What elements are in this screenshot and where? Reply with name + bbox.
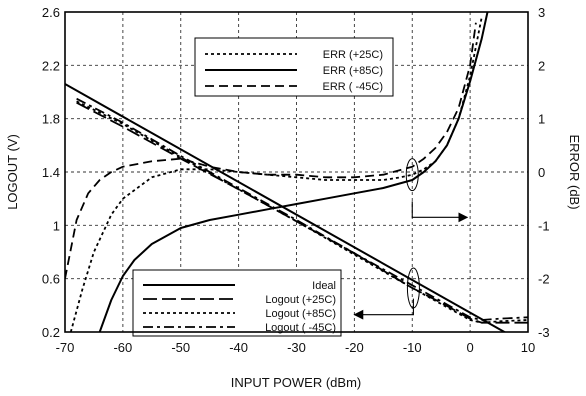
- x-tick-label: -30: [287, 340, 306, 355]
- y-left-tick-label: 0.2: [42, 325, 60, 340]
- y-left-tick-label: 1: [53, 218, 60, 233]
- legend-label: ERR (+25C): [323, 49, 383, 61]
- plot-frame: [64, 11, 529, 333]
- legend-label: Logout (+25C): [265, 294, 336, 306]
- y-right-axis-title: ERROR (dB): [567, 134, 582, 209]
- series-logout-85c: [76, 100, 528, 324]
- legend-label: Ideal: [312, 280, 336, 292]
- legend-err: ERR (+25C) ERR (+85C) ERR ( -45C): [194, 37, 394, 97]
- series-err-25c: [69, 17, 483, 332]
- y-right-tick-label: 1: [538, 112, 545, 127]
- legend-logout: Ideal Logout (+25C) Logout (+85C) Logout ( …: [132, 269, 342, 337]
- x-tick-label: -60: [113, 340, 132, 355]
- x-tick-label: -10: [403, 340, 422, 355]
- legend-label: Logout (+85C): [265, 308, 336, 320]
- series-err-45c: [65, 22, 477, 279]
- x-axis-title: INPUT POWER (dBm): [231, 375, 362, 390]
- annotation-arrow-right: [411, 201, 469, 223]
- y-right-tick-label: -3: [538, 325, 550, 340]
- y-left-tick-label: 2.2: [42, 58, 60, 73]
- y-left-tick-label: 0.6: [42, 272, 60, 287]
- y-left-axis-title: LOGOUT (V): [5, 134, 20, 210]
- tick-labels: -70 -60 -50 -40 -30 -20 -10 0 100.20.611.41.82.2…: [42, 5, 550, 355]
- annotations: [353, 158, 469, 320]
- y-left-tick-label: 1.4: [42, 165, 60, 180]
- y-right-tick-label: -2: [538, 272, 550, 287]
- series-err-85c: [98, 12, 489, 332]
- legend-label: ERR ( -45C): [322, 81, 383, 93]
- series-logout-45c: [76, 97, 528, 321]
- y-right-tick-label: 0: [538, 165, 545, 180]
- y-right-tick-label: 2: [538, 58, 545, 73]
- legend-label: Logout ( -45C): [265, 322, 336, 334]
- series-ideal: [65, 83, 507, 332]
- y-right-tick-label: 3: [538, 5, 545, 20]
- y-left-tick-label: 2.6: [42, 5, 60, 20]
- y-right-tick-label: -1: [538, 218, 550, 233]
- series-layer: [65, 12, 528, 332]
- x-tick-label: -20: [345, 340, 364, 355]
- annotation-ellipse-error: [405, 158, 419, 192]
- x-tick-label: -70: [56, 340, 75, 355]
- legend-box: [132, 269, 342, 337]
- x-tick-label: -40: [229, 340, 248, 355]
- x-tick-label: -50: [171, 340, 190, 355]
- y-left-tick-label: 1.8: [42, 112, 60, 127]
- x-tick-label: 0: [467, 340, 474, 355]
- x-tick-label: 10: [521, 340, 535, 355]
- annotation-arrow-left: [353, 298, 414, 320]
- legend-label: ERR (+85C): [323, 65, 383, 77]
